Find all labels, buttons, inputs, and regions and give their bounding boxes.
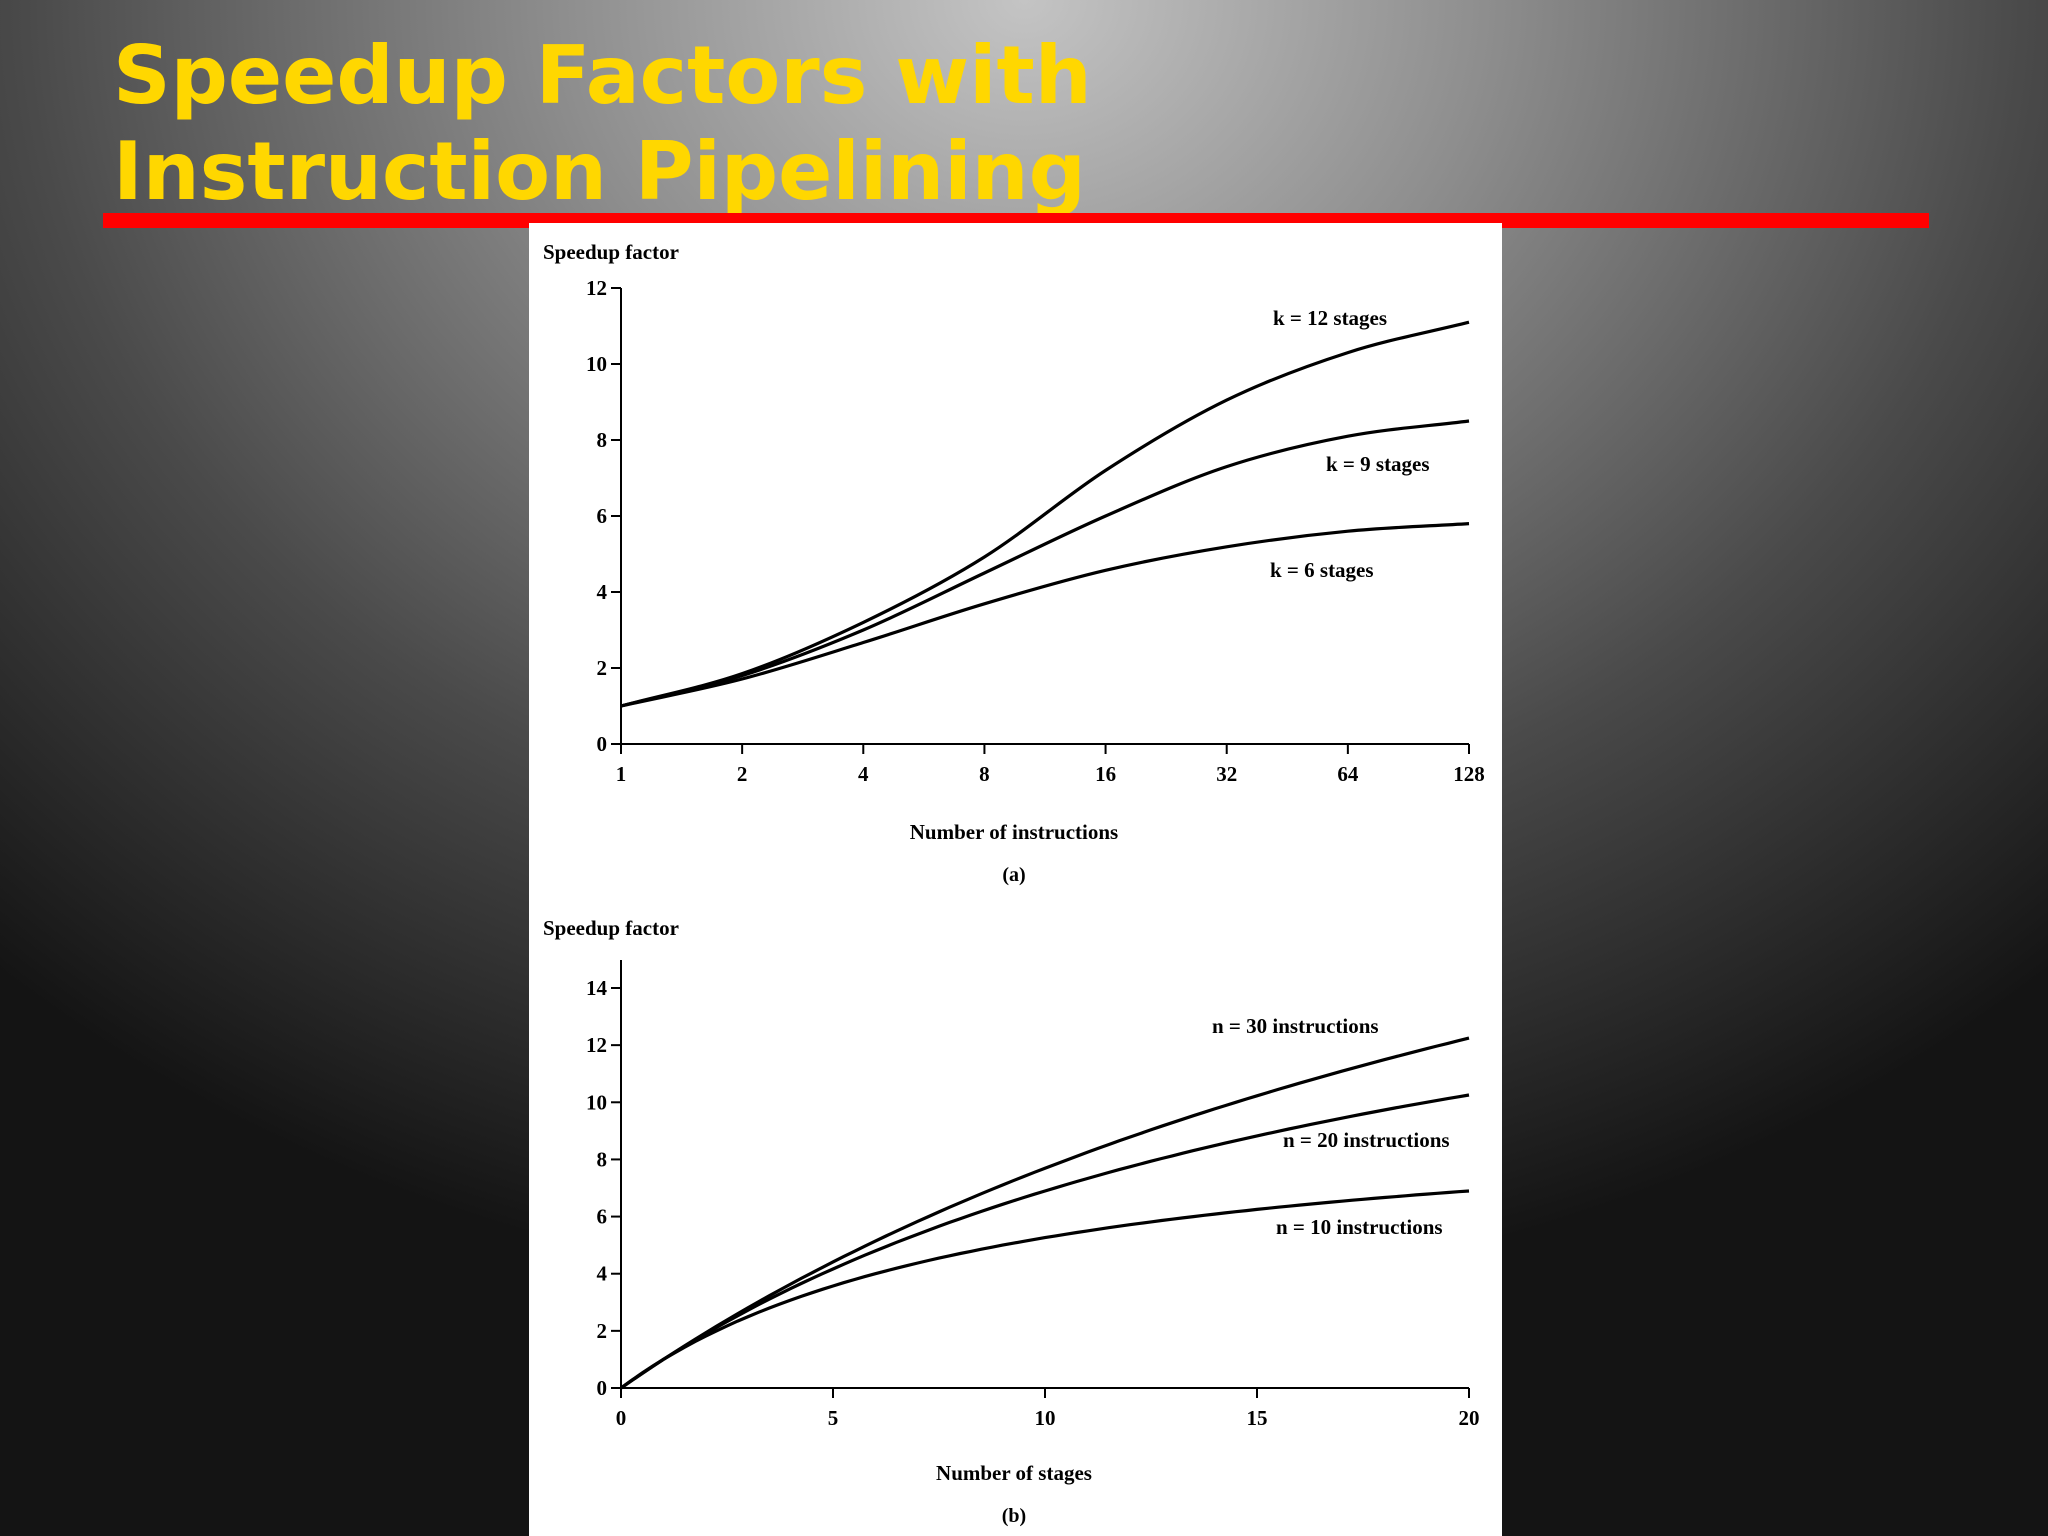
chart-a-series-line-k12	[620, 320, 1470, 708]
chart-b-y-tick-label: 2	[597, 1319, 608, 1343]
chart-a-x-tick-label: 2	[737, 762, 748, 786]
chart-a-x-tick-label: 8	[979, 762, 990, 786]
slide-title-line-2: Instruction Pipelining	[113, 125, 1086, 218]
chart-b-panel-label: (b)	[1002, 1505, 1026, 1527]
chart-b-y-tick-label: 14	[586, 976, 608, 1000]
chart-a-x-tick-label: 128	[1453, 762, 1485, 786]
chart-a-x-axis-label: Number of instructions	[910, 820, 1118, 844]
chart-a-y-tick-label: 2	[597, 656, 608, 680]
chart-b-y-tick-label: 0	[597, 1376, 608, 1400]
chart-a-series-label-k12: k = 12 stages	[1273, 306, 1387, 330]
chart-a-series-label-k6: k = 6 stages	[1270, 558, 1374, 582]
chart-a-y-tick-label: 4	[597, 580, 608, 604]
chart-a-x-tick-label: 16	[1095, 762, 1116, 786]
chart-b-series-line-n10	[620, 1189, 1470, 1390]
chart-a-x-tick-label: 64	[1337, 762, 1359, 786]
chart-a-series-line-k6	[620, 522, 1470, 708]
chart-b-series-line-n20	[620, 1093, 1470, 1390]
chart-a-x-tick-label: 4	[858, 762, 869, 786]
chart-a-x-tick-label: 1	[616, 762, 627, 786]
chart-b-x-tick-label: 10	[1035, 1406, 1056, 1430]
chart-a-series-label-k9: k = 9 stages	[1326, 452, 1430, 476]
chart-a-y-tick-label: 8	[597, 428, 608, 452]
chart-b-y-tick-label: 12	[586, 1033, 607, 1057]
slide-title-line-1: Speedup Factors with	[113, 29, 1092, 122]
chart-a-y-tick-label: 12	[586, 276, 607, 300]
chart-figure: Speedup factor Number of instructions (a) 0…	[529, 223, 1502, 1536]
chart-b-y-tick-label: 8	[597, 1147, 608, 1171]
chart-a-y-tick-label: 6	[597, 504, 608, 528]
chart-b-series-label-n30: n = 30 instructions	[1212, 1014, 1379, 1038]
chart-b-x-tick-label: 0	[616, 1406, 627, 1430]
chart-a-series-line-k9	[620, 419, 1470, 708]
chart-b-y-tick-label: 10	[586, 1090, 607, 1114]
chart-a-panel-label: (a)	[1002, 864, 1025, 886]
chart-svg: Speedup factor Number of instructions (a) 0…	[543, 240, 1485, 1527]
chart-b-y-tick-label: 4	[597, 1262, 608, 1286]
chart-a-y-tick-label: 0	[597, 732, 608, 756]
slide-title: Speedup Factors with Instruction Pipelin…	[113, 28, 1092, 220]
chart-b-series-line-n30	[620, 1036, 1470, 1390]
chart-b-y-axis-label: Speedup factor	[543, 916, 679, 940]
chart-b-x-tick-label: 5	[828, 1406, 839, 1430]
chart-b-series-label-n10: n = 10 instructions	[1276, 1215, 1443, 1239]
chart-a-x-tick-label: 32	[1216, 762, 1237, 786]
chart-b-x-tick-label: 20	[1459, 1406, 1480, 1430]
chart-a-y-axis-label: Speedup factor	[543, 240, 679, 264]
chart-b-x-axis-label: Number of stages	[936, 1461, 1092, 1485]
chart-b-x-tick-label: 15	[1247, 1406, 1268, 1430]
chart-a-y-tick-label: 10	[586, 352, 607, 376]
chart-b-series-label-n20: n = 20 instructions	[1283, 1128, 1450, 1152]
chart-b-y-tick-label: 6	[597, 1205, 608, 1229]
